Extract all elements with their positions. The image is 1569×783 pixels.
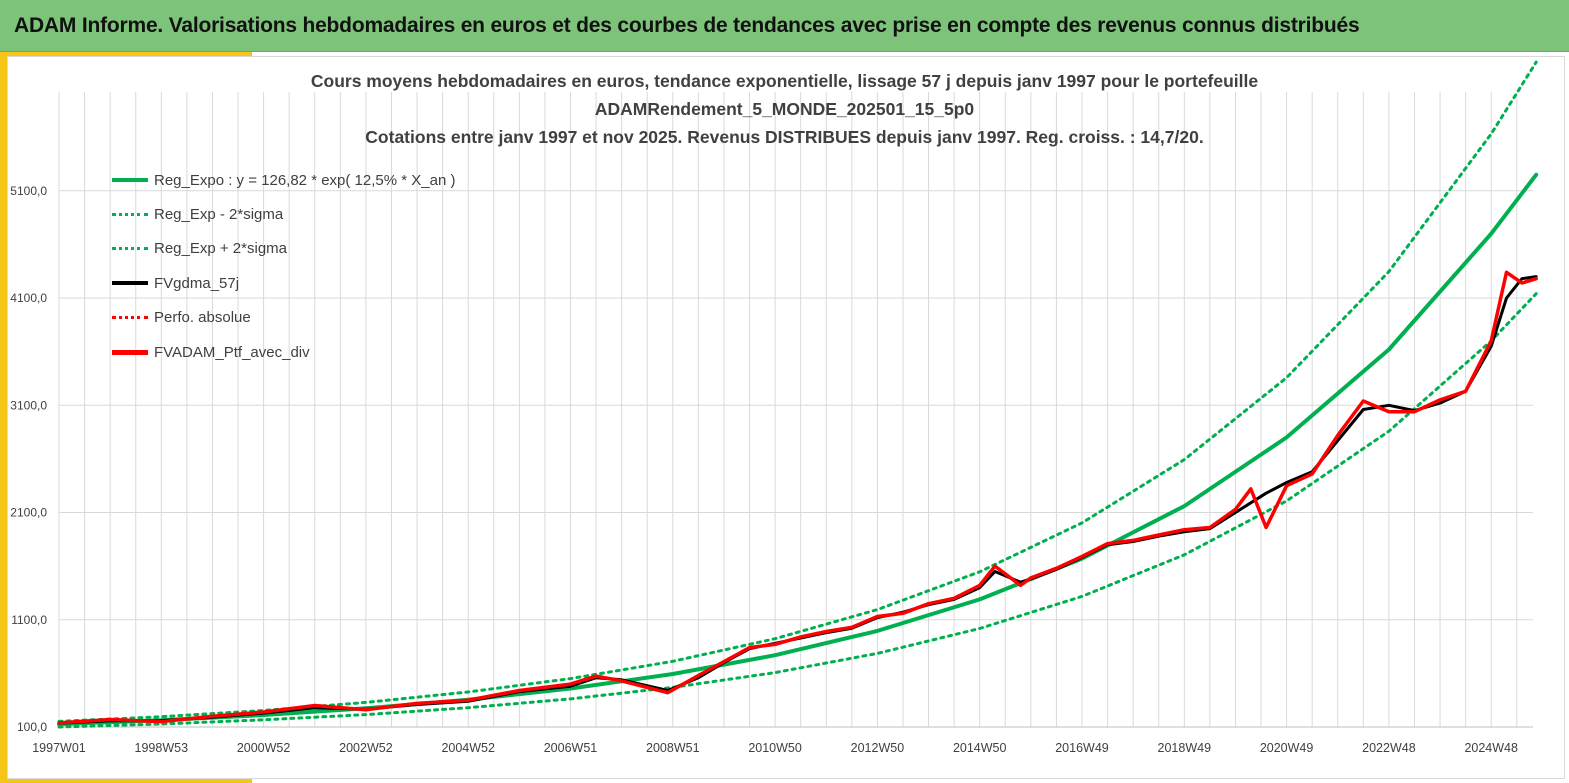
legend-label: Reg_Exp - 2*sigma <box>154 206 284 224</box>
series-line-2 <box>57 60 1538 723</box>
legend-swatch-solid-red <box>112 349 148 355</box>
x-tick-label: 2018W49 <box>1158 741 1212 755</box>
x-tick-label: 2012W50 <box>851 741 905 755</box>
accent-bar-bottom <box>0 779 252 783</box>
x-tick-label: 2020W49 <box>1260 741 1314 755</box>
legend-item-fvadam: FVADAM_Ptf_avec_div <box>112 335 455 369</box>
legend-item-reg-exp-plus: Reg_Exp + 2*sigma <box>112 232 455 266</box>
legend-label: Perfo. absolue <box>154 309 251 327</box>
legend-item-reg-expo: Reg_Expo : y = 126,82 * exp( 12,5% * X_a… <box>112 163 455 197</box>
series-layer <box>57 60 1539 729</box>
y-tick-label: 100,0 <box>17 720 47 734</box>
x-tick-label: 2014W50 <box>953 741 1007 755</box>
x-tick-label: 2000W52 <box>237 741 291 755</box>
grid-layer <box>58 92 1533 728</box>
x-tick-label: 2006W51 <box>544 741 598 755</box>
x-tick-label: 1998W53 <box>135 741 189 755</box>
chart-title-line-3: Cotations entre janv 1997 et nov 2025. R… <box>365 127 1204 147</box>
legend-label: Reg_Exp + 2*sigma <box>154 240 287 258</box>
chart-legend: Reg_Expo : y = 126,82 * exp( 12,5% * X_a… <box>112 163 455 369</box>
axis-layer: 100,0 1100,0 2100,0 3100,0 4100,0 5100,0 1997W… <box>10 184 1533 755</box>
legend-item-reg-exp-minus: Reg_Exp - 2*sigma <box>112 197 455 231</box>
legend-swatch-solid-green <box>112 178 148 183</box>
x-tick-label: 2008W51 <box>646 741 700 755</box>
y-tick-label: 4100,0 <box>10 291 47 305</box>
y-tick-label: 2100,0 <box>10 506 47 520</box>
legend-item-perfo-absolue: Perfo. absolue <box>112 301 455 335</box>
banner-title: ADAM Informe. Valorisations hebdomadaire… <box>14 14 1360 37</box>
series-line-5 <box>57 270 1538 725</box>
accent-bar-left <box>0 52 7 783</box>
accent-bar-top <box>0 52 252 56</box>
legend-label: FVgdma_57j <box>154 274 240 292</box>
y-tick-label: 5100,0 <box>10 184 47 198</box>
x-tick-label: 1997W01 <box>32 741 86 755</box>
legend-item-fvgdma: FVgdma_57j <box>112 266 455 300</box>
y-tick-label: 3100,0 <box>10 398 47 412</box>
legend-label: Reg_Expo : y = 126,82 * exp( 12,5% * X_a… <box>154 171 456 189</box>
series-line-0 <box>57 172 1539 727</box>
header-banner: ADAM Informe. Valorisations hebdomadaire… <box>0 0 1569 52</box>
x-tick-label: 2022W48 <box>1362 741 1416 755</box>
series-line-1 <box>57 292 1538 729</box>
x-tick-label: 2016W49 <box>1055 741 1109 755</box>
chart-title-line-2: ADAMRendement_5_MONDE_202501_15_5p0 <box>594 99 975 119</box>
legend-label: FVADAM_Ptf_avec_div <box>154 343 310 361</box>
chart-title-line-1: Cours moyens hebdomadaires en euros, ten… <box>310 71 1259 91</box>
legend-swatch-dotted-green <box>112 213 148 217</box>
x-tick-label: 2010W50 <box>748 741 802 755</box>
chart-frame <box>7 56 1565 779</box>
x-tick-label: 2024W48 <box>1464 741 1518 755</box>
x-tick-label: 2004W52 <box>441 741 495 755</box>
legend-swatch-dotted-red <box>112 316 148 320</box>
x-tick-label: 2002W52 <box>339 741 393 755</box>
legend-swatch-dotted-green <box>112 247 148 251</box>
legend-swatch-solid-black <box>112 281 148 286</box>
y-tick-label: 1100,0 <box>11 613 47 627</box>
